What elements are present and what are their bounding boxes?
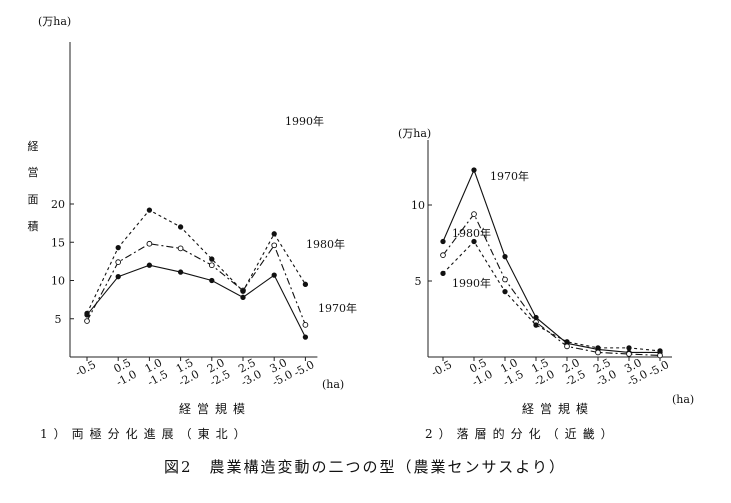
data-point [84,318,90,324]
data-point [271,242,278,249]
series-label: 1980年 [306,237,345,251]
data-point [302,334,309,340]
chart-title: 1）両極分化進展（東北） [40,426,252,441]
data-point [626,351,632,357]
x-tick-label: 2.0-2.5 [202,356,233,389]
x-tick-label: 3.0-5.0 [264,356,295,389]
series-label: 1970年 [318,301,357,315]
series-line-1970 [86,264,306,338]
series-line-1990 [86,209,306,314]
data-point [208,262,215,269]
data-point [146,207,153,213]
data-point [209,256,215,262]
x-tick-label: 1.0-1.5 [495,356,526,389]
y-axis-label-char: 営 [28,165,39,179]
data-point [240,288,246,294]
x-tick-label: 2.5-3.0 [588,356,619,389]
chart-2-rakuso: 5 10 (万ha) -0.5 0.5-1.01.0-1.51.5-2.02.0-2.5… [398,127,694,441]
data-point [177,269,184,275]
y-tick-label: 20 [51,198,65,211]
data-point [209,277,215,284]
y-unit-label: (万ha) [398,127,431,140]
data-point [533,322,539,328]
y-axis-label-char: 面 [28,193,39,206]
x-tick-label: 1.0-1.5 [139,356,170,389]
data-point [115,259,122,265]
data-point [115,274,121,280]
series-label: 1970年 [490,169,529,183]
data-point [146,262,153,268]
series-label: 1980年 [452,226,491,240]
x-tick-label: 0.5-1.0 [464,356,495,389]
series-label: 1990年 [285,114,324,128]
data-point [502,254,508,260]
y-unit-label: (万ha) [38,15,71,28]
data-point [471,211,477,217]
x-axis-label: 経営規模 [179,401,251,416]
y-axis-label-char: 積 [28,219,39,233]
x-tick-label: 1.5-2.0 [526,356,557,389]
x-tick-label: 2.5-3.0 [233,356,264,389]
data-point [240,294,246,300]
series-line-1990 [442,240,661,352]
y-tick-label: 5 [55,313,62,326]
y-tick-label: 5 [415,275,422,288]
data-point [84,310,90,317]
x-tick-label: 1.5-2.0 [170,356,201,389]
x-tick-label: 3.0-5.0 [619,356,650,389]
data-point [595,345,601,351]
data-point [440,238,446,245]
figure-caption: 図2 農業構造変動の二つの型（農業センサスより） [164,458,566,476]
data-point [657,352,663,359]
data-point [657,348,663,354]
data-point [115,244,121,251]
data-point [471,238,477,245]
data-point [564,339,570,345]
data-point [302,281,309,287]
x-tick-label: -5.0 [646,358,671,379]
x-unit-label: (ha) [672,393,694,406]
data-point [440,270,446,277]
data-point [440,252,446,259]
x-tick-label: 0.5-1.0 [108,356,139,389]
data-point [533,314,539,321]
x-tick-label: -0.5 [429,358,454,379]
y-axis-label-char: 経 [28,140,39,153]
data-point [626,345,632,351]
chart-title: 2）落層的分化（近畿） [425,426,619,441]
x-tick-label: -5.0 [292,358,317,379]
data-point [177,224,184,230]
series-label: 1990年 [452,276,491,290]
series-line-1980 [442,213,661,357]
data-point [502,276,508,283]
x-tick-label: 2.0-2.5 [557,356,588,389]
x-unit-label: (ha) [322,378,344,391]
data-point [471,167,477,173]
y-tick-label: 15 [51,236,65,249]
data-point [271,272,277,278]
series-line-1980 [86,243,306,326]
y-tick-label: 10 [51,275,65,288]
y-tick-label: 10 [411,199,425,212]
data-point [177,245,184,252]
data-point [564,343,570,350]
data-point [595,349,601,356]
data-point [302,322,309,328]
x-axis-label: 経営規模 [522,401,594,416]
data-point [146,240,153,247]
series-line-1970 [442,168,660,353]
data-point [271,231,277,237]
x-tick-label: -0.5 [73,358,98,379]
data-point [502,288,508,295]
